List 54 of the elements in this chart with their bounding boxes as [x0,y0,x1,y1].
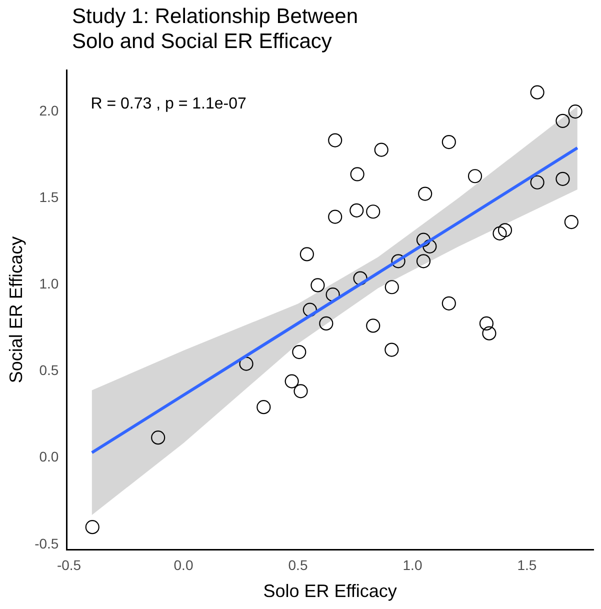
point [568,104,582,119]
point [319,316,334,331]
y-axis-title: Social ER Efficacy [6,236,26,384]
y-tick-label: 1.0 [39,276,59,292]
y-tick-label: -0.5 [34,535,59,552]
annotation: R = 0.73 , p = 1.1e-07 [90,95,246,112]
point [384,280,399,294]
point [416,232,431,247]
point [530,175,544,190]
point [294,384,308,398]
point [442,296,456,310]
x-tick-label: 1.5 [517,556,537,573]
x-tick-label: 0.0 [174,556,194,573]
point [284,374,299,388]
point [384,342,399,357]
point [374,142,388,157]
y-tick-label: 2.0 [39,102,59,118]
point [300,247,314,262]
point [310,278,325,292]
point [556,172,570,186]
point [530,85,544,100]
point [292,344,306,360]
point [256,400,271,414]
y-tick-label: 0.0 [39,448,59,465]
point [350,167,364,182]
y-tick-label: 0.5 [39,362,59,378]
point [391,254,406,268]
point [479,316,494,331]
x-tick-label: 0.5 [288,556,308,573]
x-tick-label: -0.5 [56,556,82,573]
point [468,169,482,184]
point [564,214,578,230]
point [239,356,254,371]
point [416,254,431,268]
point [328,210,342,224]
point [353,271,368,286]
y-tick-label: 1.5 [39,188,59,205]
point [366,204,380,219]
point [302,302,317,317]
point [350,203,364,218]
point [366,318,380,333]
chart-title: Study 1: Relationship Between Solo and Social ER Efficacy [72,4,360,54]
point [498,223,512,238]
point [85,520,100,534]
point [492,226,507,240]
point [151,430,166,445]
x-tick-label: 1.0 [402,556,422,573]
point [442,134,456,150]
point [422,239,437,254]
point [482,326,496,340]
point [328,133,342,148]
point [418,186,432,201]
x-axis-title: Solo ER Efficacy [263,581,397,602]
point [556,114,570,128]
